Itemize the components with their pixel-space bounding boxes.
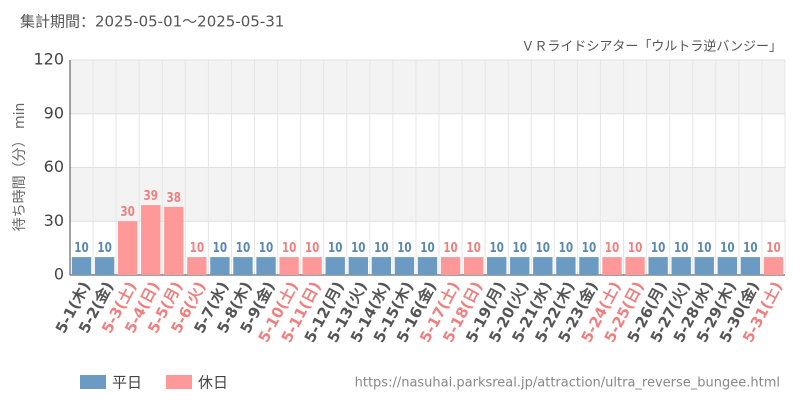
chart-subtitle: ＶＲライドシアター「ウルトラ逆バンジー」 <box>521 39 782 55</box>
bar <box>648 257 668 275</box>
grid-band <box>70 60 785 114</box>
value-label: 30 <box>120 204 134 219</box>
value-label: 10 <box>374 240 388 255</box>
chart-title: 集計期間：2025-05-01～2025-05-31 <box>20 13 284 31</box>
value-label: 10 <box>74 240 88 255</box>
bar <box>463 257 484 275</box>
value-label: 10 <box>190 240 204 255</box>
bar <box>94 257 115 275</box>
bar <box>694 257 714 275</box>
bar <box>717 257 738 275</box>
bar <box>579 257 599 275</box>
value-label: 10 <box>282 240 296 255</box>
value-label: 10 <box>443 240 457 255</box>
bar <box>256 257 276 275</box>
value-label: 10 <box>466 240 480 255</box>
legend-label: 平日 <box>112 374 142 392</box>
y-tick-label: 120 <box>33 50 64 69</box>
bar <box>740 257 761 275</box>
bar <box>164 206 184 275</box>
value-label: 10 <box>489 240 503 255</box>
bar <box>556 257 576 275</box>
value-label: 10 <box>766 240 780 255</box>
bar <box>625 257 645 275</box>
value-label: 10 <box>651 240 665 255</box>
bar <box>417 257 438 275</box>
bar <box>671 257 691 275</box>
value-label: 10 <box>513 240 527 255</box>
source-url: https://nasuhai.parksreal.jp/attraction/… <box>355 376 780 391</box>
bar <box>187 257 207 275</box>
value-label: 10 <box>743 240 757 255</box>
bar <box>487 257 507 275</box>
bar <box>233 257 253 275</box>
bar <box>325 257 345 275</box>
value-label: 10 <box>582 240 596 255</box>
bar <box>279 257 299 275</box>
value-label: 38 <box>167 190 181 205</box>
legend-label: 休日 <box>198 374 228 392</box>
value-label: 10 <box>259 240 273 255</box>
bar <box>533 257 553 275</box>
bar <box>348 257 368 275</box>
bar <box>440 257 461 275</box>
bar <box>302 257 322 275</box>
legend-swatch <box>166 375 192 389</box>
value-label: 10 <box>328 240 342 255</box>
bar <box>71 257 92 275</box>
value-label: 10 <box>236 240 250 255</box>
value-label: 10 <box>351 240 365 255</box>
bar <box>510 257 530 275</box>
value-label: 10 <box>397 240 411 255</box>
value-label: 10 <box>305 240 319 255</box>
y-tick-label: 30 <box>44 211 64 230</box>
value-label: 10 <box>628 240 642 255</box>
bar <box>602 257 622 275</box>
bar <box>394 257 415 275</box>
bar <box>210 257 230 275</box>
value-label: 10 <box>559 240 573 255</box>
bar <box>117 221 138 275</box>
value-label: 39 <box>143 188 157 203</box>
value-label: 10 <box>674 240 688 255</box>
value-label: 10 <box>720 240 734 255</box>
bar <box>763 257 784 275</box>
value-label: 10 <box>605 240 619 255</box>
value-label: 10 <box>97 240 111 255</box>
y-tick-label: 0 <box>54 265 64 284</box>
value-label: 10 <box>420 240 434 255</box>
y-tick-label: 90 <box>44 103 64 122</box>
value-label: 10 <box>697 240 711 255</box>
value-label: 10 <box>213 240 227 255</box>
legend-swatch <box>80 375 106 389</box>
value-label: 10 <box>536 240 550 255</box>
grid-band <box>70 167 785 222</box>
bar <box>371 257 392 275</box>
y-tick-label: 60 <box>44 157 64 176</box>
y-axis-label: 待ち時間（分） min <box>12 103 28 232</box>
bar <box>141 205 161 275</box>
